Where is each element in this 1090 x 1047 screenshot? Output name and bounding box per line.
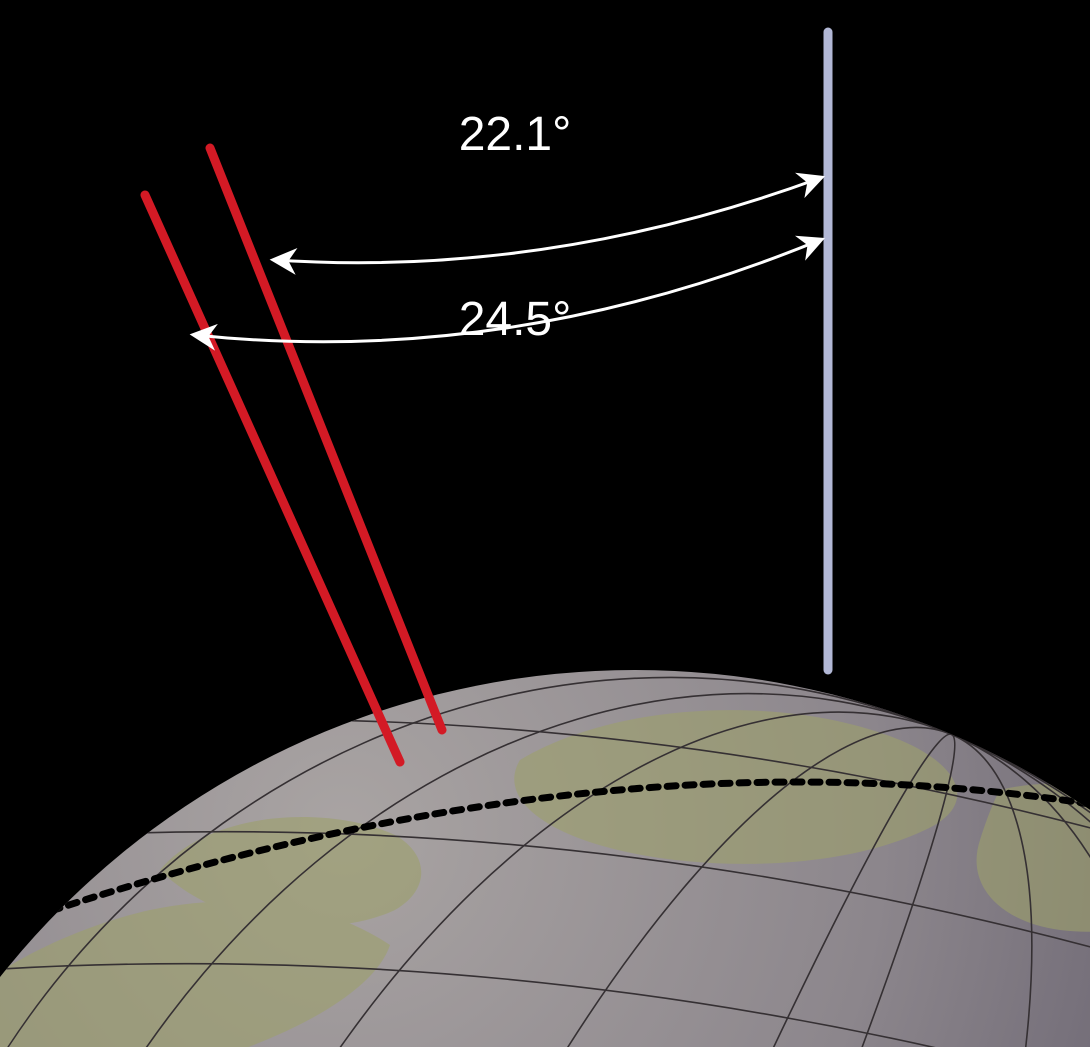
angle-arrow-22-1: [275, 178, 820, 263]
angle-label-24-5: 24.5°: [459, 293, 572, 346]
obliquity-diagram: 22.1° 24.5°: [0, 0, 1090, 1047]
axis-tilt-24-5: [145, 195, 400, 762]
axis-tilt-22-1: [210, 148, 442, 730]
angle-label-22-1: 22.1°: [459, 108, 572, 161]
